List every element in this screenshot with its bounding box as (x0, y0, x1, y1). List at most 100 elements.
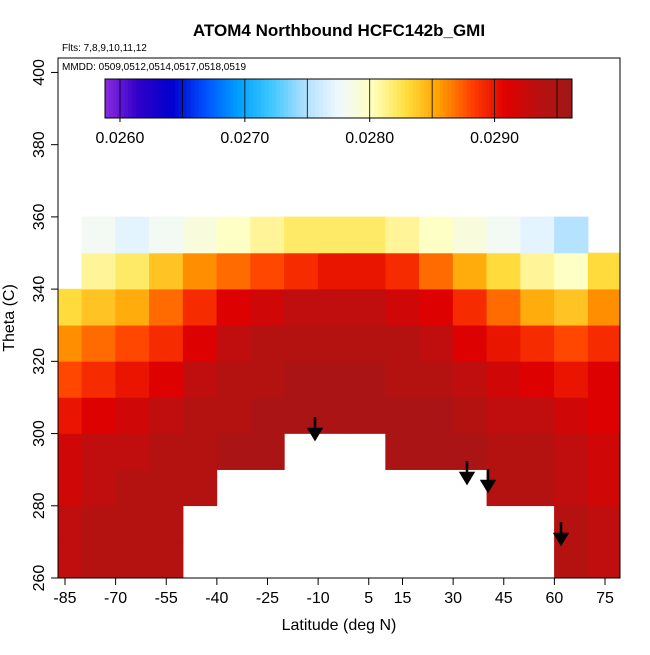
heat-cell (149, 288, 184, 326)
colorbar-slice (202, 79, 207, 118)
colorbar-slice (424, 79, 429, 118)
heat-cell (520, 397, 555, 434)
heat-cell (250, 397, 285, 434)
colorbar-slice (120, 79, 125, 118)
heat-cell (58, 469, 83, 507)
heat-cell (587, 397, 620, 434)
heat-cell (587, 469, 620, 507)
colorbar-slice (280, 79, 285, 118)
heat-cell (284, 397, 319, 434)
colorbar-slice (299, 79, 304, 118)
heat-cell (554, 361, 589, 398)
colorbar-slice (171, 79, 176, 118)
heat-cell (452, 252, 488, 290)
colorbar-slice (400, 79, 406, 118)
colorbar-slice (455, 79, 460, 118)
colorbar-slice (334, 79, 339, 118)
heat-cell (419, 288, 454, 326)
heat-cell (385, 216, 420, 254)
colorbar-slice (525, 79, 530, 118)
heat-cell (81, 288, 116, 326)
annotation: MMDD: 0509,0512,0514,0517,0518,0519 (62, 62, 246, 73)
colorbar-slice (136, 79, 141, 118)
colorbar-slice (315, 79, 320, 118)
colorbar-slice (552, 79, 557, 118)
heat-cell (317, 288, 353, 326)
heat-cell (250, 288, 285, 326)
heat-cell (385, 288, 420, 326)
x-tick-label: -70 (104, 590, 127, 607)
colorbar-slice (568, 79, 573, 118)
heat-cell (58, 433, 83, 470)
heat-cell (182, 252, 218, 290)
heat-cell (115, 361, 150, 398)
heat-cell (317, 324, 353, 362)
heat-cell (554, 397, 589, 434)
arrow-head (458, 471, 476, 486)
subtitle: Flts: 7,8,9,10,11,12 (62, 43, 147, 54)
colorbar-slice (404, 79, 410, 118)
heat-cell (419, 216, 454, 254)
heat-cell (351, 216, 386, 254)
colorbar-slice (392, 79, 398, 118)
colorbar-slice (128, 79, 133, 118)
colorbar-slice (190, 79, 196, 118)
colorbar-slice (291, 79, 297, 118)
colorbar-slice (198, 79, 203, 118)
colorbar-slice (361, 79, 367, 118)
colorbar-slice (498, 79, 503, 118)
colorbar-slice (260, 79, 266, 118)
colorbar-slice (140, 79, 145, 118)
heat-cell (351, 397, 386, 434)
colorbar-slice (501, 79, 507, 118)
colorbar-slice (248, 79, 254, 118)
colorbar-slice (330, 79, 336, 118)
colorbar-slice (459, 79, 464, 118)
heat-cell (182, 433, 218, 470)
heat-cell (115, 216, 150, 254)
arrow-head (479, 479, 497, 494)
colorbar-slice (478, 79, 483, 118)
heat-cell (182, 469, 218, 507)
colorbar-slice (389, 79, 394, 118)
heat-cell (486, 361, 521, 398)
colorbar-slice (159, 79, 164, 118)
heat-cell (216, 397, 251, 434)
colorbar-slice (521, 79, 526, 118)
colorbar-slice (143, 79, 149, 118)
heat-cell (149, 252, 184, 290)
heat-cell (115, 252, 150, 290)
heat-cell (452, 288, 488, 326)
heat-cell (385, 324, 420, 362)
heat-cell (284, 216, 319, 254)
colorbar-slice (470, 79, 476, 118)
arrow-head (552, 532, 570, 547)
colorbar-slice (210, 79, 215, 118)
heat-cell (587, 324, 620, 362)
heat-cell (587, 505, 620, 543)
heat-cell (115, 397, 150, 434)
heat-cell (115, 324, 150, 362)
heat-cell (452, 216, 488, 254)
heat-cell (520, 252, 555, 290)
colorbar-slice (556, 79, 561, 118)
x-tick-label: 45 (495, 590, 513, 607)
colorbar-slice (319, 79, 324, 118)
colorbar-slice (533, 79, 538, 118)
heat-cell (81, 361, 116, 398)
heat-cell (520, 469, 555, 507)
heat-cell (452, 324, 488, 362)
x-tick-label: -55 (155, 590, 178, 607)
chart-title: ATOM4 Northbound HCFC142b_GMI (193, 21, 485, 40)
heat-cell (115, 288, 150, 326)
y-tick-label: 400 (31, 59, 48, 86)
colorbar-slice (175, 79, 180, 118)
colorbar-slice (276, 79, 281, 118)
colorbar-slice (237, 79, 242, 118)
x-tick-label: 5 (364, 590, 373, 607)
colorbar-slice (252, 79, 258, 118)
colorbar-slice (548, 79, 554, 118)
heat-cell (351, 252, 386, 290)
heat-cell (149, 433, 184, 470)
colorbar-slice (354, 79, 359, 118)
